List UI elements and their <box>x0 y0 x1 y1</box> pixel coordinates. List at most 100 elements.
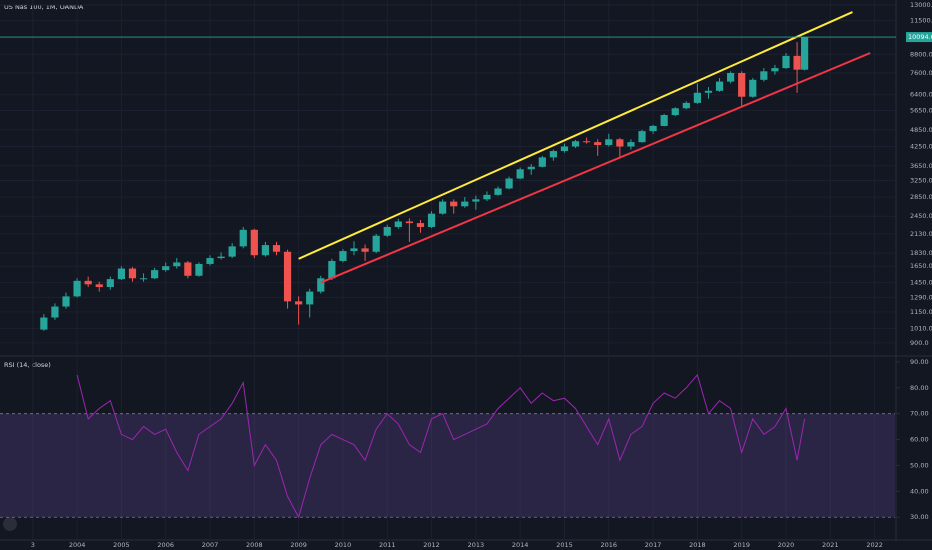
candle-body <box>295 301 303 305</box>
candle-body <box>62 296 70 307</box>
candle-body <box>206 258 214 264</box>
candle-body <box>272 245 281 252</box>
candle-body <box>416 223 425 227</box>
candle-body <box>571 141 580 147</box>
x-tick-label: 2014 <box>512 541 529 549</box>
candle-body <box>394 221 402 227</box>
candle-body <box>649 125 657 132</box>
candle-body <box>583 141 591 143</box>
candle-body <box>372 235 380 252</box>
x-tick-label: 2007 <box>202 541 219 549</box>
candle-body <box>450 201 458 207</box>
y-tick-label: 1650.0 <box>910 262 932 270</box>
x-tick-label: 2006 <box>157 541 174 549</box>
candle-body <box>638 131 646 143</box>
candle-body <box>184 262 192 276</box>
x-tick-label: 2015 <box>556 541 573 549</box>
candle-body <box>516 169 524 179</box>
candle-body <box>405 221 413 224</box>
candle-body <box>760 71 768 80</box>
x-tick-label: 2012 <box>423 541 440 549</box>
rsi-title: RSI (14, close) <box>4 361 51 369</box>
y-tick-label: 70.00 <box>910 410 929 418</box>
candle-body <box>361 248 369 252</box>
logo-button[interactable] <box>3 517 17 531</box>
candle-body <box>801 37 809 70</box>
y-tick-label: 2130.0 <box>910 230 932 238</box>
y-tick-label: 5650.0 <box>910 106 932 114</box>
candle-body <box>738 72 746 97</box>
candle-body <box>671 108 679 116</box>
y-tick-label: 3250.0 <box>910 176 932 184</box>
rsi-line <box>76 373 806 519</box>
candle-body <box>117 268 126 280</box>
candle-body <box>128 268 137 279</box>
candle-body <box>84 280 92 285</box>
candle-body <box>195 263 203 276</box>
x-tick-label: 2016 <box>601 541 618 549</box>
candle-body <box>560 146 569 152</box>
candle-body <box>682 102 690 109</box>
x-tick-label: 2022 <box>866 541 883 549</box>
x-tick-label: 2020 <box>778 541 795 549</box>
candle-body <box>627 142 635 147</box>
candle-body <box>472 199 480 202</box>
candle-body <box>461 201 469 207</box>
candle-body <box>162 266 170 271</box>
candle-body <box>350 248 358 252</box>
candle-body <box>106 279 114 288</box>
candle-body <box>527 166 535 170</box>
candle-body <box>151 270 159 279</box>
y-tick-label: 50.00 <box>910 461 929 469</box>
candle-body <box>483 194 491 200</box>
candle-body <box>693 92 701 103</box>
y-tick-label: 90.00 <box>910 358 929 366</box>
x-tick-label: 2021 <box>822 541 839 549</box>
candle-body <box>306 291 314 305</box>
candle-body <box>283 251 292 302</box>
x-tick-label: 2009 <box>290 541 307 549</box>
x-tick-label: 2004 <box>69 541 86 549</box>
candle-body <box>317 278 325 292</box>
y-tick-label: 2850.0 <box>910 193 932 201</box>
candle-body <box>793 55 801 70</box>
candle-body <box>538 157 546 167</box>
y-tick-label: 3650.0 <box>910 162 932 170</box>
candle-body <box>549 151 557 158</box>
candle-body <box>594 142 602 146</box>
candle-body <box>250 229 258 256</box>
trend-line <box>298 11 853 260</box>
candle-body <box>616 139 624 147</box>
candle-body <box>51 306 59 318</box>
candle-body <box>261 245 269 256</box>
x-tick-label: 2013 <box>468 541 485 549</box>
x-tick-label: 2018 <box>689 541 706 549</box>
y-tick-label: 80.00 <box>910 384 929 392</box>
y-tick-label: 2450.0 <box>910 212 932 220</box>
candle-body <box>339 251 347 261</box>
y-tick-label: 40.00 <box>910 487 929 495</box>
y-tick-label: 4850.0 <box>910 126 932 134</box>
x-tick-label: 2017 <box>645 541 662 549</box>
y-tick-label: 1830.0 <box>910 249 932 257</box>
candle-body <box>228 246 236 257</box>
candle-body <box>217 256 225 259</box>
y-tick-label: 1150.0 <box>910 308 932 316</box>
y-tick-label: 1450.0 <box>910 279 932 287</box>
y-tick-label: 6400.0 <box>910 91 932 99</box>
y-tick-label: 11500.0 <box>910 17 932 25</box>
candle-body <box>173 262 181 267</box>
y-tick-label: 1290.0 <box>910 293 932 301</box>
candle-body <box>749 79 757 97</box>
candle-body <box>239 229 247 247</box>
candle-body <box>494 188 502 195</box>
candle-body <box>439 201 447 214</box>
y-tick-label: 1010.0 <box>910 324 932 332</box>
y-tick-label: 4250.0 <box>910 143 932 151</box>
candle-body <box>427 213 436 227</box>
x-tick-label: 2010 <box>335 541 352 549</box>
candle-body <box>782 55 790 69</box>
candle-body <box>505 178 513 189</box>
candle-body <box>73 280 81 297</box>
